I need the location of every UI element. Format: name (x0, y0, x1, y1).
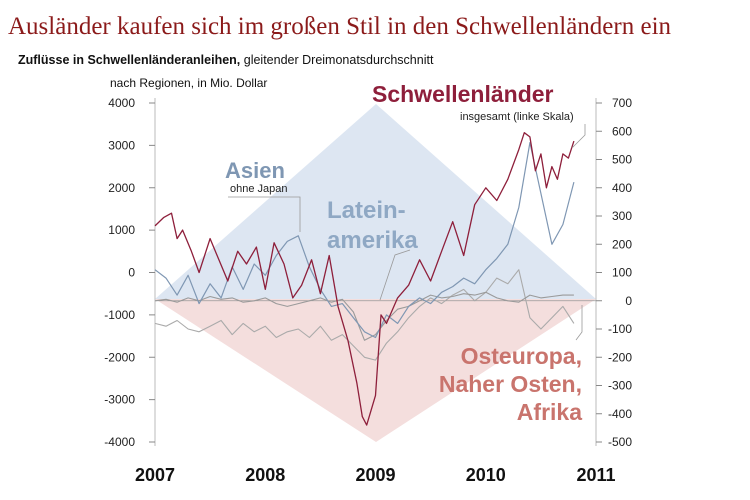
label-asien: Asien (225, 158, 285, 183)
chart-title: Ausländer kaufen sich im großen Stil in … (8, 13, 672, 40)
label-schwellenlaender: Schwellenländer (372, 81, 554, 107)
schwellenlaender-leader-line (571, 124, 586, 149)
label-lateinamerika-line1: Latein- (327, 197, 406, 224)
right-tick-label: 200 (612, 237, 632, 251)
label-lateinamerika-line2: amerika (327, 227, 418, 254)
right-tick-label: 100 (612, 266, 632, 280)
right-tick-label: 0 (625, 294, 632, 308)
lateinamerika-leader-line (379, 249, 411, 301)
label-osteuropa-line3: Afrika (517, 399, 582, 425)
label-schwellenlaender-sub: insgesamt (linke Skala) (460, 111, 574, 123)
right-tick-label: -400 (608, 407, 632, 421)
label-osteuropa-line2: Naher Osten, (439, 371, 582, 397)
series-lateinamerika-line (154, 291, 574, 341)
x-tick-label: 2011 (576, 465, 615, 485)
label-osteuropa-line1: Osteuropa, (461, 343, 582, 369)
x-tick-label: 2008 (245, 465, 285, 485)
series-schwellenlaender-line (154, 132, 575, 426)
asien-leader-line (228, 196, 301, 232)
blue-diamond-background (155, 104, 596, 299)
right-tick-label: 400 (612, 181, 632, 195)
right-tick-label: 600 (612, 124, 632, 138)
left-tick-label: -2000 (104, 350, 135, 364)
left-tick-label: 4000 (108, 96, 135, 110)
subtitle-rest: gleitender Dreimonatsdurchschnitt (240, 53, 434, 67)
left-tick-label: 3000 (108, 138, 135, 152)
right-tick-label: -200 (608, 350, 632, 364)
series-osteuropa-line (154, 269, 575, 361)
left-tick-label: 1000 (108, 223, 135, 237)
right-tick-label: -500 (608, 435, 632, 449)
left-tick-label: -1000 (104, 308, 135, 322)
right-tick-label: 700 (612, 96, 632, 110)
units-note: nach Regionen, in Mio. Dollar (110, 76, 267, 90)
x-tick-label: 2010 (466, 465, 506, 485)
left-tick-label: 0 (128, 266, 135, 280)
subtitle-bold: Zuflüsse in Schwellenländeranleihen, (18, 53, 240, 67)
red-diamond-background (155, 299, 596, 442)
left-tick-label: 2000 (108, 181, 135, 195)
left-tick-label: -4000 (104, 435, 135, 449)
right-tick-label: -100 (608, 322, 632, 336)
x-tick-label: 2007 (135, 465, 175, 485)
right-tick-label: -300 (608, 379, 632, 393)
osteuropa-leader-line (575, 305, 583, 341)
right-tick-label: 300 (612, 209, 632, 223)
x-tick-label: 2009 (355, 465, 395, 485)
chart-subtitle: Zuflüsse in Schwellenländeranleihen, gle… (18, 53, 434, 67)
left-tick-label: -3000 (104, 393, 135, 407)
right-tick-label: 500 (612, 153, 632, 167)
label-asien-sub: ohne Japan (230, 183, 288, 195)
series-asien-line (154, 142, 575, 339)
